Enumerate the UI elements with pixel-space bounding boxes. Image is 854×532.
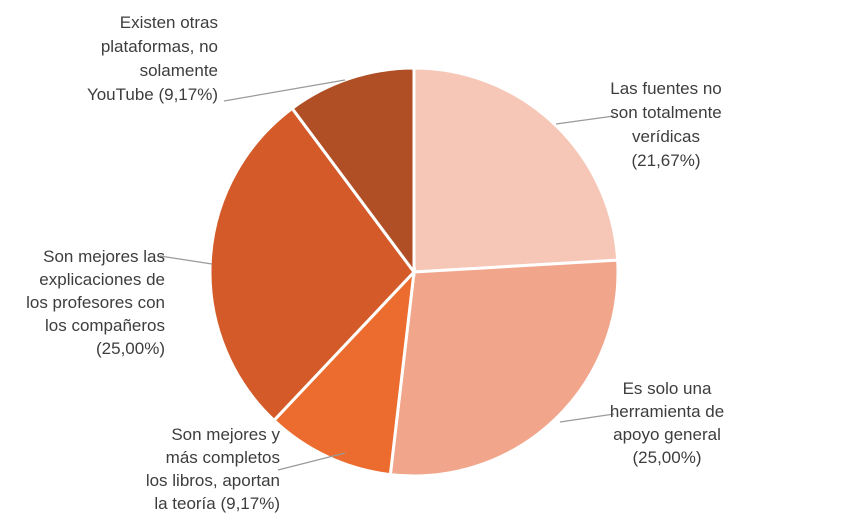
slice-label-line: los libros, aportan [146,471,280,490]
slice-label-line: Las fuentes no [610,79,722,98]
leader-line-3 [159,255,213,265]
pie-slice-3 [208,106,416,423]
slice-label-line: herramienta de [610,402,724,421]
slice-labels: Las fuentes no son totalmente verídicas (21… [26,13,724,513]
leader-line-2 [277,452,346,471]
slice-label-line: plataformas, no [101,37,218,56]
slice-label-3: Son mejores las explicaciones de los profe… [26,247,165,358]
slice-label-line: explicaciones de [39,270,165,289]
slice-label-2: Son mejores y más completos los libros, ap… [146,425,281,513]
pie-slice-4 [290,66,416,277]
slice-label-4: Existen otras plataformas, no solamente You… [87,13,218,104]
pie-slice-0 [412,66,620,274]
slice-label-line: apoyo general [613,425,721,444]
slice-label-line: Son mejores las [43,247,165,266]
slice-label-line: Son mejores y [171,425,280,444]
leader-line-1 [559,413,615,423]
pie-slices [208,66,620,478]
slice-label-line: verídicas [632,127,700,146]
slice-label-line: (25,00%) [633,448,702,467]
slice-label-0: Las fuentes no son totalmente verídicas (21… [610,79,722,170]
slice-label-line: Existen otras [120,13,218,32]
leader-line-0 [555,115,615,125]
leader-line-4 [223,79,346,102]
slice-label-line: (25,00%) [96,339,165,358]
slice-label-line: más completos [166,448,280,467]
leader-lines [159,79,615,471]
slice-label-line: los compañeros [45,316,165,335]
slice-label-line: Es solo una [623,379,712,398]
slice-label-line: la teoría (9,17%) [154,494,280,513]
slice-label-1: Es solo una herramienta de apoyo general (2… [610,379,724,467]
slice-label-line: YouTube (9,17%) [87,85,218,104]
slice-label-line: (21,67%) [632,151,701,170]
slice-label-line: son totalmente [610,103,722,122]
slice-label-line: los profesores con [26,293,165,312]
slice-label-line: solamente [140,61,218,80]
pie-slice-1 [388,258,620,478]
